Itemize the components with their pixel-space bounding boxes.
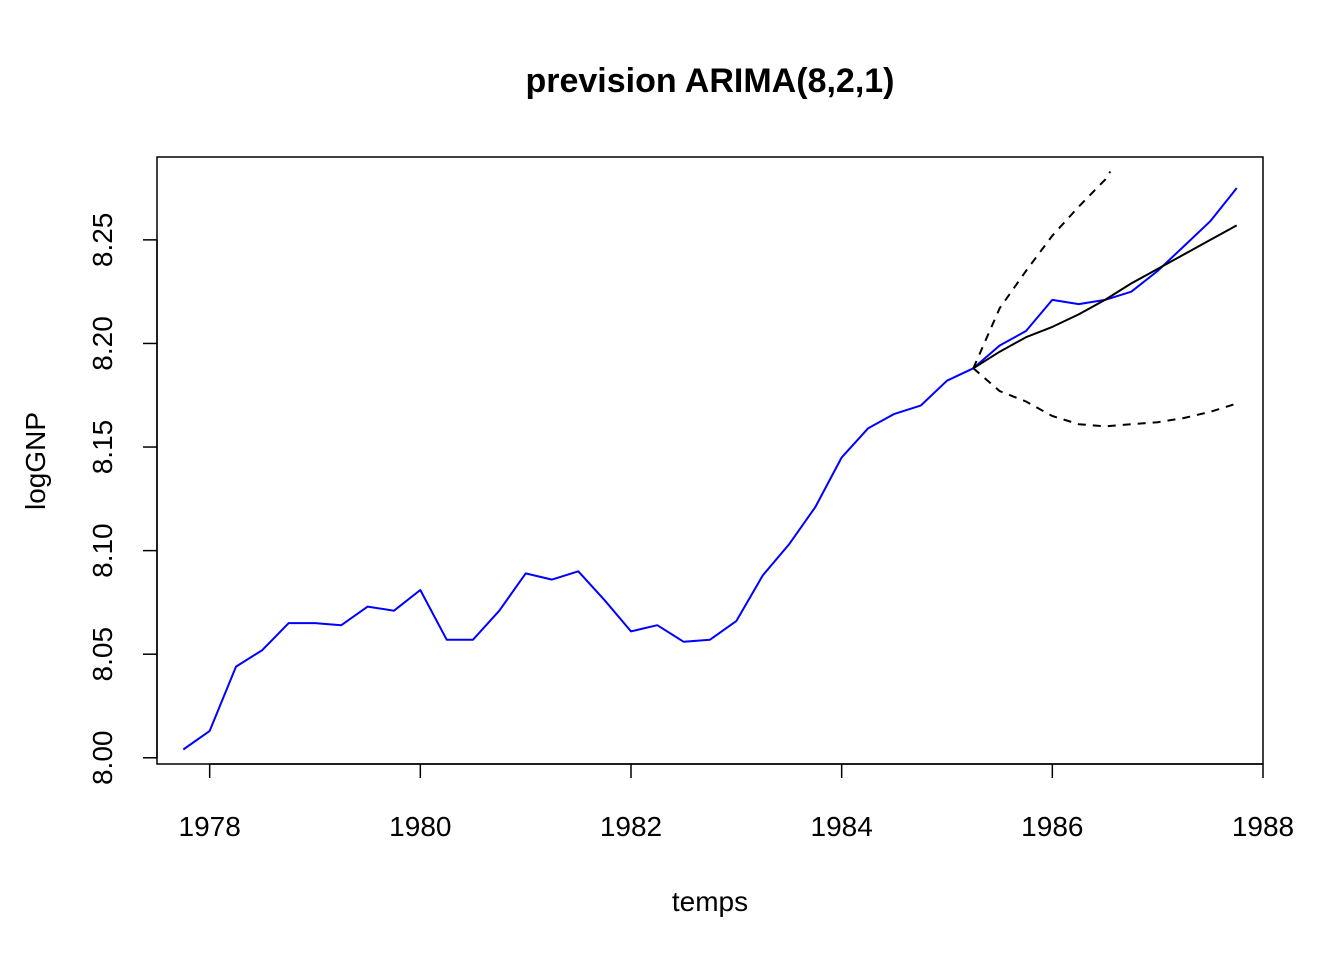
series-layer <box>182 170 1238 751</box>
x-tick-label: 1980 <box>389 811 451 842</box>
y-tick-label: 8.05 <box>87 627 118 682</box>
y-tick-label: 8.00 <box>87 731 118 786</box>
series-observed <box>182 187 1238 751</box>
x-tick-label: 1978 <box>179 811 241 842</box>
y-tick-label: 8.15 <box>87 420 118 475</box>
x-tick-label: 1988 <box>1232 811 1294 842</box>
series-upper-bound <box>972 170 1112 369</box>
y-tick-label: 8.25 <box>87 213 118 267</box>
x-axis-label: temps <box>672 886 748 917</box>
x-tick-label: 1986 <box>1021 811 1083 842</box>
plot-frame <box>156 156 1264 765</box>
x-tick-label: 1984 <box>811 811 873 842</box>
series-lower-bound <box>972 367 1237 428</box>
y-tick-label: 8.10 <box>87 523 118 578</box>
y-tick-label: 8.20 <box>87 316 118 371</box>
x-tick-label: 1982 <box>600 811 662 842</box>
y-axis: 8.00 8.05 8.10 8.15 8.20 8.25 <box>87 213 158 786</box>
chart-title: prevision ARIMA(8,2,1) <box>525 62 894 100</box>
y-axis-label: logGNP <box>20 412 51 510</box>
series-forecast <box>972 224 1238 370</box>
x-axis: 1978 1980 1982 1984 1986 1988 <box>179 763 1294 842</box>
